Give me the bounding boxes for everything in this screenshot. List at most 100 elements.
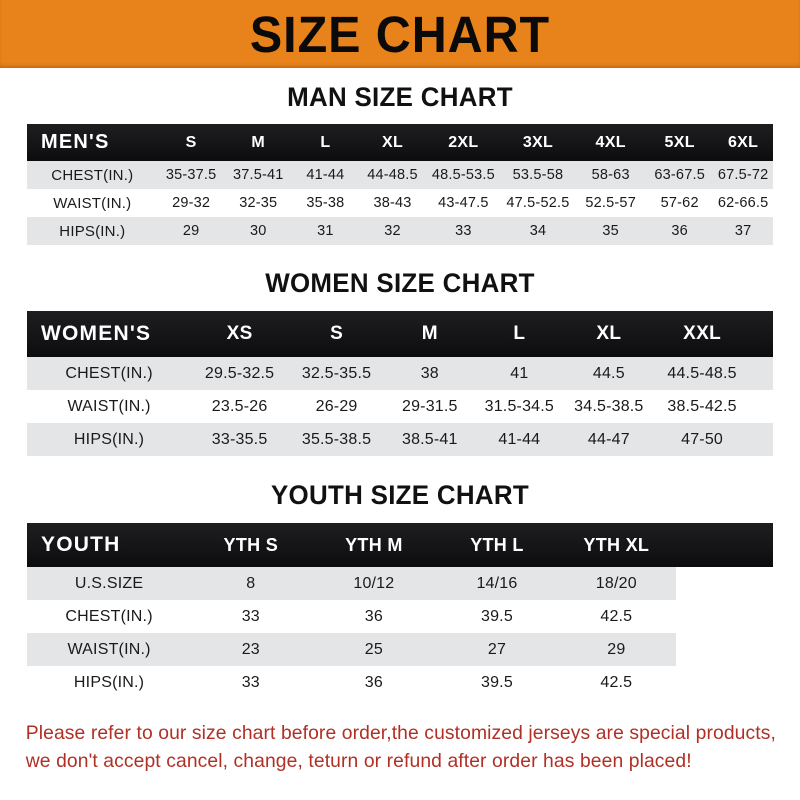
table-row: CHEST(IN.) 33 36 39.5 42.5	[27, 600, 773, 633]
women-cell-spacer	[750, 423, 773, 456]
man-cell: 29	[157, 217, 225, 245]
youth-cell: 23	[191, 633, 311, 666]
women-row-label: WAIST(IN.)	[27, 390, 192, 423]
man-col-header: M	[251, 133, 266, 151]
youth-row-label: CHEST(IN.)	[27, 600, 192, 633]
youth-cell-spacer	[676, 633, 773, 666]
women-cell: 44.5-48.5	[653, 357, 751, 390]
man-size-table: MEN'S S M L XL 2XL 3XL 4XL 5XL 6XL CHEST…	[27, 124, 773, 245]
man-cell: 38-43	[358, 189, 427, 217]
women-col-header: XXL	[683, 323, 721, 344]
youth-cell: 29	[556, 633, 676, 666]
women-cell: 34.5-38.5	[564, 390, 654, 423]
man-header-row: MEN'S S M L XL 2XL 3XL 4XL 5XL 6XL	[27, 124, 773, 161]
man-cell: 41-44	[291, 161, 359, 189]
women-header-spacer	[751, 311, 773, 357]
youth-size-table: YOUTH YTH S YTH M YTH L YTH XL U.S.SIZE …	[27, 523, 773, 699]
youth-row-label: HIPS(IN.)	[27, 666, 192, 699]
man-cell: 37	[713, 217, 773, 245]
women-cell: 47-50	[653, 423, 751, 456]
man-col-header: S	[185, 133, 197, 151]
women-cell: 38	[385, 357, 475, 390]
women-cell: 41-44	[474, 423, 565, 456]
women-col-header: XS	[226, 323, 253, 344]
section-title-youth: YOUTH SIZE CHART	[270, 480, 530, 510]
man-cell: 57-62	[646, 189, 714, 217]
women-col-header: S	[330, 323, 344, 344]
youth-cell: 36	[310, 600, 438, 633]
youth-col-header: YTH XL	[583, 534, 650, 555]
man-cell: 34	[500, 217, 576, 245]
women-header-row: WOMEN'S XS S M L XL XXL	[27, 311, 773, 357]
youth-col-header: YTH S	[223, 534, 279, 555]
women-cell: 29.5-32.5	[191, 357, 289, 390]
women-cell: 33-35.5	[191, 423, 289, 456]
women-cell: 35.5-38.5	[288, 423, 386, 456]
women-cell: 26-29	[288, 390, 386, 423]
man-cell: 33	[426, 217, 501, 245]
women-cell: 31.5-34.5	[474, 390, 565, 423]
man-cell: 67.5-72	[713, 161, 773, 189]
man-cell: 58-63	[575, 161, 647, 189]
youth-cell-spacer	[676, 600, 773, 633]
youth-cell: 18/20	[556, 567, 676, 600]
table-row: HIPS(IN.) 33-35.5 35.5-38.5 38.5-41 41-4…	[27, 423, 773, 456]
man-cell: 53.5-58	[500, 161, 576, 189]
youth-cell: 33	[191, 600, 311, 633]
man-col-header: L	[320, 133, 331, 151]
youth-cell: 36	[310, 666, 438, 699]
youth-cell: 42.5	[556, 666, 676, 699]
women-cell: 44-47	[564, 423, 654, 456]
man-cell: 32	[358, 217, 427, 245]
man-cell: 31	[291, 217, 359, 245]
man-col-header: 6XL	[727, 133, 759, 151]
man-cell: 63-67.5	[646, 161, 714, 189]
section-women: WOMEN SIZE CHART WOMEN'S XS S M L XL XXL	[0, 268, 800, 456]
youth-cell-spacer	[676, 666, 773, 699]
youth-cell: 25	[310, 633, 438, 666]
women-corner-label: WOMEN'S	[41, 322, 152, 345]
women-cell-spacer	[750, 390, 773, 423]
man-cell: 44-48.5	[358, 161, 427, 189]
youth-cell: 42.5	[556, 600, 676, 633]
order-policy-note-line-1: Please refer to our size chart before or…	[25, 722, 776, 744]
table-row: WAIST(IN.) 23.5-26 26-29 29-31.5 31.5-34…	[27, 390, 773, 423]
page-banner: SIZE CHART	[0, 0, 800, 68]
youth-cell-spacer	[676, 567, 773, 600]
women-cell: 41	[474, 357, 565, 390]
man-cell: 35-37.5	[157, 161, 225, 189]
youth-cell: 14/16	[437, 567, 557, 600]
section-man: MAN SIZE CHART MEN'S S M L XL 2XL 3XL 4X…	[0, 82, 800, 245]
man-col-header: 4XL	[595, 133, 626, 151]
women-col-header: M	[421, 323, 438, 344]
women-row-label: CHEST(IN.)	[27, 357, 192, 390]
order-policy-note-line-2: we don't accept cancel, change, teturn o…	[25, 750, 692, 773]
women-cell: 44.5	[564, 357, 654, 390]
man-cell: 35-38	[291, 189, 359, 217]
table-row: CHEST(IN.) 29.5-32.5 32.5-35.5 38 41 44.…	[27, 357, 773, 390]
youth-header-spacer	[676, 523, 773, 567]
women-cell-spacer	[750, 357, 773, 390]
man-cell: 29-32	[157, 189, 225, 217]
table-row: WAIST(IN.) 23 25 27 29	[27, 633, 773, 666]
man-cell: 47.5-52.5	[500, 189, 576, 217]
man-row-label: HIPS(IN.)	[27, 217, 158, 245]
women-cell: 29-31.5	[385, 390, 475, 423]
order-policy-note: Please refer to our size chart before or…	[0, 719, 792, 776]
youth-cell: 27	[437, 633, 557, 666]
women-col-header: XL	[596, 323, 622, 344]
table-row: WAIST(IN.) 29-32 32-35 35-38 38-43 43-47…	[27, 189, 773, 217]
women-row-label: HIPS(IN.)	[27, 423, 192, 456]
women-col-header: L	[513, 323, 526, 344]
man-cell: 30	[224, 217, 292, 245]
youth-corner-label: YOUTH	[41, 533, 121, 556]
man-col-header: XL	[381, 133, 404, 151]
table-row: HIPS(IN.) 29 30 31 32 33 34 35 36 37	[27, 217, 773, 245]
man-cell: 36	[646, 217, 714, 245]
man-cell: 52.5-57	[575, 189, 647, 217]
section-title-man: MAN SIZE CHART	[287, 82, 513, 112]
youth-cell: 33	[191, 666, 311, 699]
youth-cell: 39.5	[437, 666, 557, 699]
women-cell: 23.5-26	[191, 390, 289, 423]
man-cell: 62-66.5	[713, 189, 773, 217]
